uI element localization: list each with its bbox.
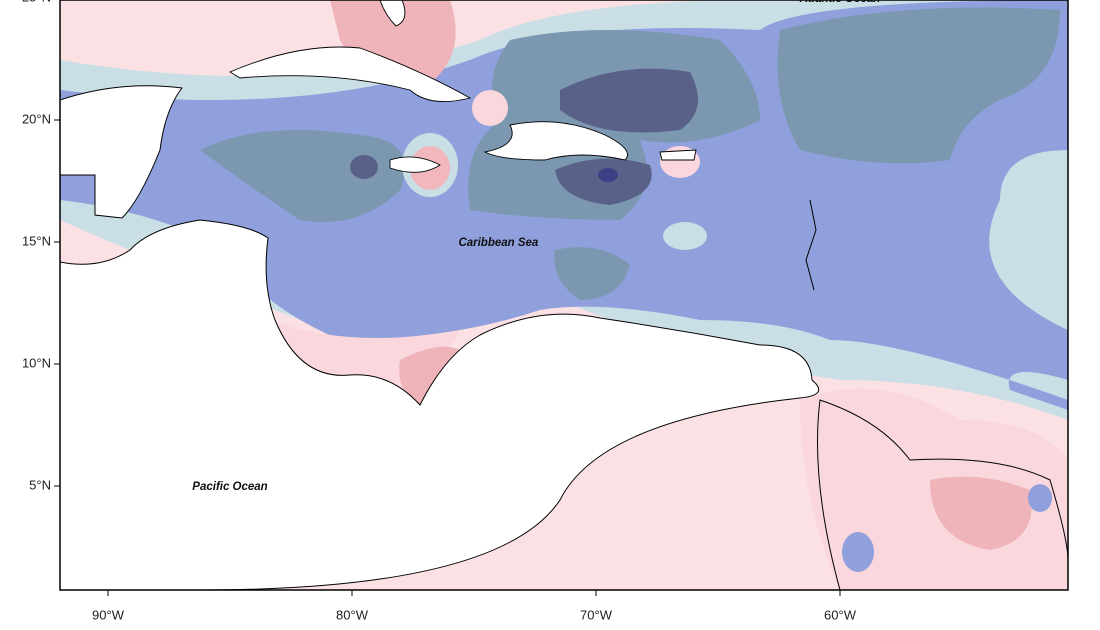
lat-tick-label: 15°N <box>22 233 51 248</box>
field-dark <box>350 155 378 179</box>
labels: Atlantic Ocean Caribbean Sea Pacific Ocean <box>192 0 880 493</box>
land-puerto-rico <box>659 149 697 161</box>
ocean-label: Atlantic Ocean <box>799 0 881 5</box>
field-pink <box>930 476 1032 550</box>
ocean-label: Caribbean Sea <box>458 237 538 249</box>
field-slate <box>200 130 405 222</box>
lat-tick-label: 25°N <box>22 0 51 4</box>
land-florida <box>379 0 406 27</box>
lon-tick-label: 60°W <box>824 607 857 622</box>
guianas-coast <box>817 399 1068 590</box>
field <box>60 0 1068 590</box>
field-pink <box>399 346 460 410</box>
axes: 25°N 20°N 15°N 10°N 5°N 90°W 80°W 70°W 60°W <box>22 0 857 622</box>
land-jamaica <box>389 156 441 173</box>
lat-tick-label: 20°N <box>22 111 51 126</box>
field-pink <box>472 90 508 126</box>
land-hispaniola <box>483 121 628 161</box>
field-slate <box>777 7 1060 164</box>
map-frame <box>59 0 1069 591</box>
field-blue <box>842 532 874 572</box>
land-central-america <box>60 219 820 590</box>
ocean-label: Pacific Ocean <box>192 481 267 493</box>
field-slate <box>554 247 630 300</box>
land-yucatan <box>60 85 183 219</box>
field-blue <box>1028 484 1052 512</box>
lat-tick-label: 10°N <box>22 355 51 370</box>
lon-tick-label: 90°W <box>92 607 125 622</box>
lon-tick-label: 80°W <box>336 607 369 622</box>
land-cuba <box>229 46 472 103</box>
field-dark <box>560 68 698 133</box>
lesser-antilles <box>805 199 817 291</box>
field-light-blue <box>663 222 707 250</box>
lon-tick-label: 70°W <box>580 607 613 622</box>
field-darkest <box>598 168 618 182</box>
field-pink <box>330 0 456 90</box>
lat-tick-label: 5°N <box>29 477 51 492</box>
field-dark <box>555 158 652 205</box>
